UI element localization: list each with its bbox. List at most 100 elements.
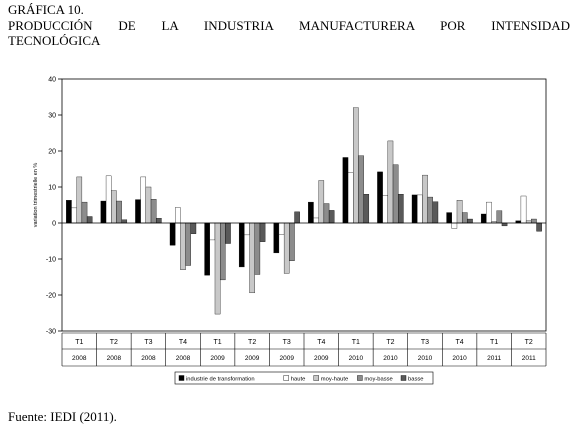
y-tick-label: -20 — [46, 293, 56, 300]
bar-industrie-de-transformation — [273, 222, 280, 254]
bar-haute — [244, 222, 250, 236]
bar-haute — [71, 207, 77, 224]
bar-moy-basse — [254, 222, 261, 275]
x-tick-label-quarter: T4 — [455, 339, 463, 346]
bar-haute — [278, 222, 285, 235]
bar-industrie-de-transformation — [411, 194, 418, 224]
bar-moy-haute — [283, 222, 290, 274]
x-tick-label-quarter: T2 — [386, 339, 394, 346]
bar-haute — [451, 222, 458, 229]
bar-moy-basse — [531, 218, 537, 224]
bar-basse — [328, 210, 335, 224]
bar-moy-haute — [387, 140, 394, 224]
bar-haute — [520, 195, 527, 224]
y-axis-label: variation trimestrielle en % — [33, 163, 39, 228]
bar-haute — [313, 217, 319, 224]
bar-moy-basse — [219, 222, 226, 281]
x-tick-label-quarter: T2 — [248, 339, 256, 346]
bar-basse — [86, 216, 93, 224]
x-tick-label-quarter: T1 — [75, 339, 83, 346]
bar-haute — [486, 201, 492, 224]
bar-haute — [140, 176, 147, 224]
bar-industrie-de-transformation — [480, 213, 487, 224]
bar-basse — [259, 222, 266, 242]
bar-haute — [105, 175, 112, 224]
bar-industrie-de-transformation — [446, 212, 452, 224]
bar-moy-basse — [358, 155, 364, 224]
legend-swatch-industrie-de-transformation — [178, 375, 185, 381]
x-tick-label-quarter: T4 — [317, 339, 325, 346]
y-tick-label: 0 — [52, 221, 56, 228]
y-tick-label: -10 — [46, 257, 56, 264]
bar-basse — [121, 219, 128, 224]
bar-moy-basse — [427, 196, 433, 224]
legend-box — [174, 371, 434, 385]
bar-industrie-de-transformation — [66, 200, 72, 224]
bar-industrie-de-transformation — [135, 199, 141, 224]
bar-moy-haute — [180, 222, 186, 270]
bar-basse — [294, 211, 300, 224]
x-tick-label-year: 2010 — [418, 355, 433, 362]
bar-moy-basse — [392, 164, 399, 224]
bar-moy-basse — [185, 222, 191, 266]
bar-haute — [347, 172, 354, 224]
x-tick-label-quarter: T2 — [110, 339, 118, 346]
bar-moy-basse — [461, 212, 468, 224]
bar-industrie-de-transformation — [100, 200, 107, 224]
x-tick-label-year: 2009 — [245, 355, 260, 362]
bar-basse — [501, 222, 508, 227]
x-tick-label-quarter: T2 — [525, 339, 533, 346]
x-tick-label-year: 2008 — [72, 355, 87, 362]
bar-haute — [209, 222, 216, 241]
bar-moy-haute — [456, 200, 463, 224]
legend-label: moy-haute — [321, 377, 348, 383]
bar-haute — [417, 194, 423, 224]
bar-basse — [432, 201, 439, 224]
bar-moy-haute — [318, 180, 325, 224]
bar-moy-haute — [353, 107, 359, 224]
legend-swatch-moy-basse — [357, 375, 363, 381]
bar-moy-basse — [289, 222, 295, 261]
bar-basse — [398, 194, 404, 224]
x-tick-label-year: 2008 — [176, 355, 191, 362]
chart-title-line-1: PRODUCCIÓN DE LA INDUSTRIA MANUFACTURERA… — [8, 17, 570, 33]
legend-label: haute — [291, 377, 306, 383]
bar-industrie-de-transformation — [308, 201, 314, 224]
y-tick-label: 30 — [48, 113, 56, 120]
x-tick-label-quarter: T1 — [490, 339, 498, 346]
bar-industrie-de-transformation — [204, 222, 210, 276]
x-tick-label-year: 2011 — [487, 355, 501, 362]
bar-moy-basse — [496, 210, 503, 224]
bar-moy-haute — [249, 222, 255, 294]
bar-basse — [536, 222, 542, 232]
chart-heading: GRÁFICA 10. PRODUCCIÓN DE LA INDUSTRIA M… — [8, 2, 570, 49]
x-tick-label-year: 2009 — [314, 355, 329, 362]
bar-moy-basse — [150, 199, 157, 224]
x-tick-label-year: 2009 — [210, 355, 225, 362]
bar-haute — [382, 195, 389, 224]
x-tick-label-year: 2008 — [107, 355, 122, 362]
y-tick-label: 10 — [48, 185, 56, 192]
bar-basse — [190, 222, 197, 234]
source-note: Fuente: IEDI (2011). — [8, 409, 117, 424]
bar-moy-haute — [214, 222, 221, 315]
plot-area — [61, 78, 547, 332]
bar-basse — [467, 218, 473, 224]
x-tick-label-quarter: T4 — [179, 339, 187, 346]
x-tick-label-year: 2009 — [279, 355, 294, 362]
x-tick-label-quarter: T3 — [144, 339, 152, 346]
legend-swatch-basse — [400, 375, 407, 381]
bar-moy-basse — [116, 200, 122, 224]
legend-swatch-haute — [283, 375, 289, 381]
bar-moy-basse — [323, 203, 330, 224]
bar-moy-haute — [111, 190, 117, 224]
legend-swatch-moy-haute — [313, 375, 319, 381]
legend-label: basse — [408, 377, 423, 383]
x-tick-label-quarter: T3 — [283, 339, 291, 346]
chart-number: GRÁFICA 10. — [8, 2, 84, 17]
x-tick-label-quarter: T1 — [213, 339, 221, 346]
bar-moy-haute — [76, 176, 83, 224]
bar-basse — [363, 194, 370, 224]
bar-industrie-de-transformation — [238, 222, 245, 268]
